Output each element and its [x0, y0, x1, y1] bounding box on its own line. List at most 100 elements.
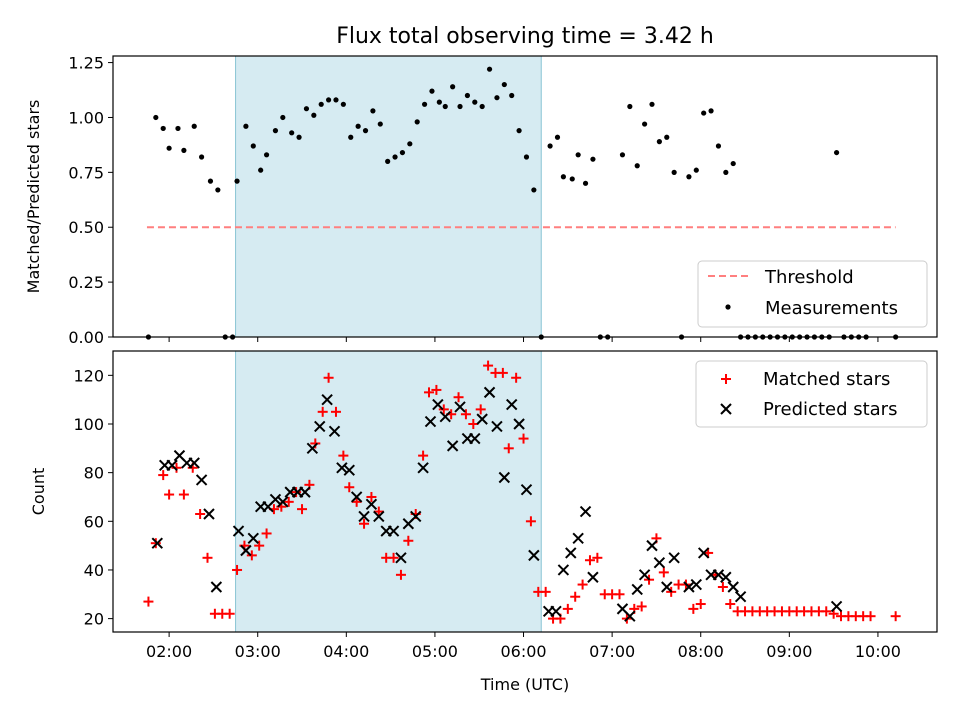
predicted-star-point	[247, 532, 259, 545]
measurement-point	[634, 163, 640, 169]
measurement-point	[325, 97, 332, 103]
matched-star-point	[224, 608, 235, 619]
measurement-point	[166, 145, 172, 151]
measurement-point	[250, 143, 256, 149]
bottom-panel: 20 40 60 80 100 120 02:00 03:00 04:00 05:00 06:00 0…	[29, 350, 938, 694]
measurement-point	[730, 160, 736, 167]
measurement-point	[516, 128, 522, 134]
x-b	[343, 464, 355, 476]
matched-star-point	[424, 387, 435, 398]
x-axis-label: Time (UTC)	[480, 675, 569, 694]
predicted-star-point	[727, 581, 739, 593]
predicted-star-point	[579, 505, 592, 518]
matched-star-point	[511, 372, 522, 383]
x-b	[668, 552, 680, 564]
matched-star-point	[366, 491, 377, 502]
x-b	[557, 564, 570, 576]
predicted-star-point	[565, 547, 577, 559]
predicted-star-point	[446, 440, 459, 452]
x-b	[565, 547, 577, 559]
matched-star-point	[584, 555, 595, 566]
x-b	[579, 505, 592, 518]
matched-star-point	[725, 599, 736, 610]
x-b	[328, 425, 341, 437]
predicted-star-point	[638, 569, 651, 581]
measurement-point	[501, 81, 507, 88]
predicted-star-point	[550, 605, 562, 618]
legend-predicted-swatch	[720, 403, 732, 415]
measurement-point	[569, 176, 575, 182]
measurement-point	[377, 121, 383, 127]
chart-title: Flux total observing time = 3.42 h	[336, 24, 714, 49]
x-b	[188, 457, 200, 469]
measurement-point	[399, 149, 406, 156]
x-b	[720, 571, 732, 583]
x-b	[269, 493, 282, 506]
x-b	[210, 581, 223, 593]
measurement-point	[649, 101, 655, 107]
measurement-point	[263, 152, 270, 158]
matched-star-point	[254, 540, 265, 551]
x-b	[373, 510, 385, 523]
x-tick-label: 06:00	[500, 642, 546, 661]
matched-star-point	[525, 516, 536, 527]
legend-measurements-swatch	[725, 304, 731, 310]
x-tick-label: 09:00	[766, 642, 812, 661]
measurement-point	[234, 178, 240, 184]
x-b	[469, 432, 481, 445]
measurement-point	[436, 99, 442, 105]
predicted-star-point	[395, 552, 407, 564]
matched-star-point	[164, 489, 175, 500]
y-tick-label: 0.50	[68, 218, 104, 237]
matched-star-point	[143, 596, 154, 607]
x-b	[321, 393, 333, 406]
matched-star-point	[373, 506, 384, 517]
legend-matched-label: Matched stars	[763, 369, 890, 390]
predicted-star-point	[631, 583, 643, 596]
predicted-star-point	[151, 537, 164, 549]
x-b	[616, 603, 629, 615]
x-b	[683, 581, 695, 593]
x-b	[572, 532, 584, 545]
matched-star-point	[468, 418, 479, 429]
x-b	[712, 569, 725, 581]
measurement-point	[296, 134, 302, 140]
matched-star-point	[297, 504, 308, 515]
x-b	[306, 442, 319, 455]
predicted-star-point	[520, 483, 533, 496]
y-tick-label: 20	[84, 610, 104, 629]
predicted-star-point	[697, 547, 710, 559]
measurement-point	[457, 103, 463, 110]
x-b	[424, 415, 437, 428]
legend-threshold-label: Threshold	[764, 267, 854, 288]
measurement-point	[560, 174, 566, 180]
predicted-star-point	[424, 415, 437, 428]
matched-star-point	[636, 601, 647, 612]
x-b	[690, 578, 703, 591]
matched-star-point	[202, 552, 213, 563]
measurement-point	[181, 147, 187, 153]
measurement-point	[303, 106, 310, 112]
measurement-point	[531, 187, 537, 193]
measurement-point	[385, 158, 391, 164]
predicted-star-point	[572, 532, 584, 545]
matched-star-point	[570, 591, 581, 602]
x-b	[277, 496, 289, 508]
matched-star-point	[497, 367, 508, 378]
x-b	[439, 410, 451, 423]
measurement-point	[642, 121, 648, 127]
predicted-star-point	[454, 401, 466, 413]
x-b	[446, 440, 459, 452]
matched-star-point	[688, 603, 699, 614]
predicted-star-point	[277, 496, 289, 508]
matched-star-point	[330, 406, 341, 417]
x-b	[528, 549, 540, 562]
y-tick-label: 0.75	[68, 163, 104, 182]
x-tick-label: 02:00	[146, 642, 192, 661]
measurement-point	[215, 187, 221, 193]
x-b	[476, 413, 488, 425]
measurement-point	[547, 143, 553, 149]
measurement-point	[355, 123, 361, 129]
y-tick-label: 1.25	[68, 54, 104, 73]
x-b	[506, 398, 518, 411]
